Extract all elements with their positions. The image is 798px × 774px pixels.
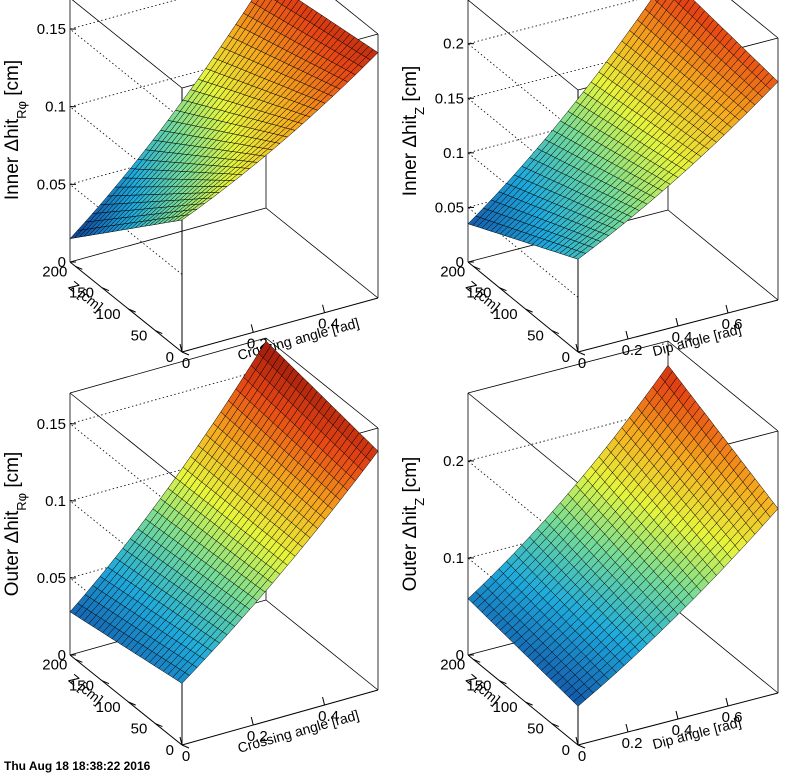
surface-mesh xyxy=(467,365,779,707)
y-tick-label: 0 xyxy=(166,742,174,759)
surface-mesh xyxy=(467,0,779,260)
z-tick-label: 0 xyxy=(456,254,464,271)
z-axis-title: Outer ΔhitZ [cm] xyxy=(400,457,427,592)
z-tick-label: 0.1 xyxy=(45,493,66,510)
z-axis: 0 0.05 0.1 0.15 0.2 Inner ΔhitZ [cm] xyxy=(400,36,474,271)
y-tick-label: 50 xyxy=(131,721,148,738)
x-axis-title: Dip angle [rad] xyxy=(651,321,743,359)
z-tick-label: 0.05 xyxy=(37,176,66,193)
footer-timestamp: Thu Aug 18 18:38:22 2016 xyxy=(4,759,151,773)
z-tick-label: 0.2 xyxy=(443,453,464,470)
z-tick-label: 0.05 xyxy=(435,199,464,216)
box-frame xyxy=(69,0,379,353)
z-tick-label: 0 xyxy=(456,647,464,664)
y-tick-label: 50 xyxy=(527,328,544,345)
y-tick-label: 100 xyxy=(96,306,121,323)
z-tick-label: 0.15 xyxy=(37,21,66,38)
z-axis-title: Inner ΔhitRφ [cm] xyxy=(2,60,29,200)
x-tick-label: 0.6 xyxy=(722,709,743,726)
y-tick-label: 0 xyxy=(562,349,570,366)
x-tick-label: 0 xyxy=(182,355,190,372)
y-tick-label: 200 xyxy=(440,263,465,280)
y-tick-label: 100 xyxy=(493,699,518,716)
y-tick-label: 50 xyxy=(131,328,148,345)
z-tick-label: 0.1 xyxy=(443,145,464,162)
surface-plot-3: 0 0.05 0.1 0.15 Outer ΔhitRφ [cm] 0 50 10015020… xyxy=(2,337,379,765)
y-tick-label: 150 xyxy=(69,285,94,302)
y-tick-label: 0 xyxy=(166,349,174,366)
y-tick-label: 50 xyxy=(527,721,544,738)
z-axis-title: Inner ΔhitZ [cm] xyxy=(400,66,427,196)
z-tick-label: 0.1 xyxy=(45,99,66,116)
x-tick-label: 0.4 xyxy=(672,329,693,346)
y-tick-label: 150 xyxy=(466,678,491,695)
y-tick-label: 200 xyxy=(42,263,67,280)
z-tick-label: 0.2 xyxy=(443,36,464,53)
surface-mesh xyxy=(69,0,379,239)
z-axis: 0 0.05 0.1 0.15 Outer ΔhitRφ [cm] xyxy=(2,416,76,664)
x-tick-label: 0.4 xyxy=(672,722,693,739)
x-tick-label: 0.4 xyxy=(318,316,339,333)
y-tick-label: 0 xyxy=(562,742,570,759)
z-tick-label: 0.1 xyxy=(443,550,464,567)
z-tick-label: 0 xyxy=(58,647,66,664)
y-tick-label: 200 xyxy=(440,656,465,673)
z-tick-label: 0.05 xyxy=(37,570,66,587)
x-tick-label: 0.6 xyxy=(722,316,743,333)
x-tick-label: 0.4 xyxy=(318,708,339,725)
surface-mesh xyxy=(69,340,379,684)
x-axis-title: Dip angle [rad] xyxy=(651,714,743,752)
z-tick-label: 0.15 xyxy=(37,416,66,433)
y-tick-label: 150 xyxy=(466,285,491,302)
y-tick-label: 100 xyxy=(493,306,518,323)
surface-plot-2: 0 0.05 0.1 0.15 0.2 Inner ΔhitZ [cm] 0 50 100150… xyxy=(400,0,779,372)
x-tick-label: 0 xyxy=(578,748,586,765)
x-tick-label: 0.2 xyxy=(247,728,268,745)
y-tick-label: 200 xyxy=(42,656,67,673)
z-axis-title: Outer ΔhitRφ [cm] xyxy=(2,452,29,597)
y-tick-label: 100 xyxy=(96,699,121,716)
z-tick-label: 0.15 xyxy=(435,90,464,107)
x-tick-label: 0.2 xyxy=(622,735,643,752)
z-axis: 0 0.1 0.2 Outer ΔhitZ [cm] xyxy=(400,453,474,664)
y-tick-label: 150 xyxy=(69,678,94,695)
x-tick-label: 0 xyxy=(182,748,190,765)
surface-plot-1: 0 0.05 0.1 0.15 Inner ΔhitRφ [cm] 0 50 10015020… xyxy=(2,0,379,372)
z-tick-label: 0 xyxy=(58,254,66,271)
z-axis: 0 0.05 0.1 0.15 Inner ΔhitRφ [cm] xyxy=(2,21,76,271)
